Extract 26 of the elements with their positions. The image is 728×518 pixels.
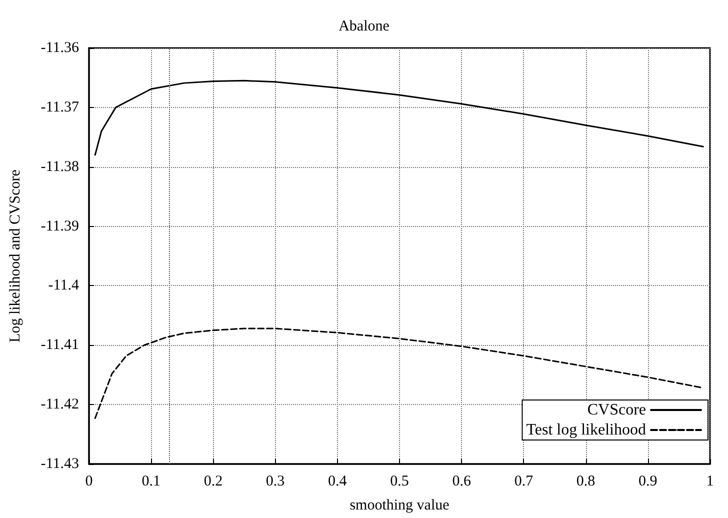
y-tick-label: -11.42 xyxy=(40,396,79,413)
chart-title: Abalone xyxy=(338,18,390,34)
x-tick-label: 0 xyxy=(85,474,93,490)
y-tick-label: -11.38 xyxy=(40,158,79,175)
x-tick-label: 0.3 xyxy=(266,474,285,490)
x-tick-label: 0.4 xyxy=(328,474,348,490)
y-tick-label: -11.36 xyxy=(40,40,80,56)
y-tick-label: -11.37 xyxy=(40,99,80,116)
x-tick-label: 0.6 xyxy=(452,474,472,490)
legend-label: Test log likelihood xyxy=(526,422,646,438)
line-series xyxy=(94,328,704,419)
x-tick-label: 0.5 xyxy=(390,474,409,490)
y-tick-label: -11.41 xyxy=(40,337,79,354)
x-tick-label: 0.9 xyxy=(638,474,658,490)
y-tick-label: -11.39 xyxy=(40,218,79,234)
legend-label: CVScore xyxy=(587,402,646,418)
y-axis-title: Log likelihood and CVScore xyxy=(8,169,24,342)
x-tick-label: 0.2 xyxy=(204,474,223,490)
x-tick-label: 1 xyxy=(706,474,714,490)
x-tick-label: 0.7 xyxy=(514,474,534,490)
x-axis-title: smoothing value xyxy=(350,498,450,514)
y-tick-label: -11.43 xyxy=(40,456,79,472)
x-tick-label: 0.8 xyxy=(576,474,596,490)
line-series xyxy=(94,80,704,156)
x-tick-label: 0.1 xyxy=(142,474,160,490)
y-tick-label: -11.4 xyxy=(48,278,80,294)
